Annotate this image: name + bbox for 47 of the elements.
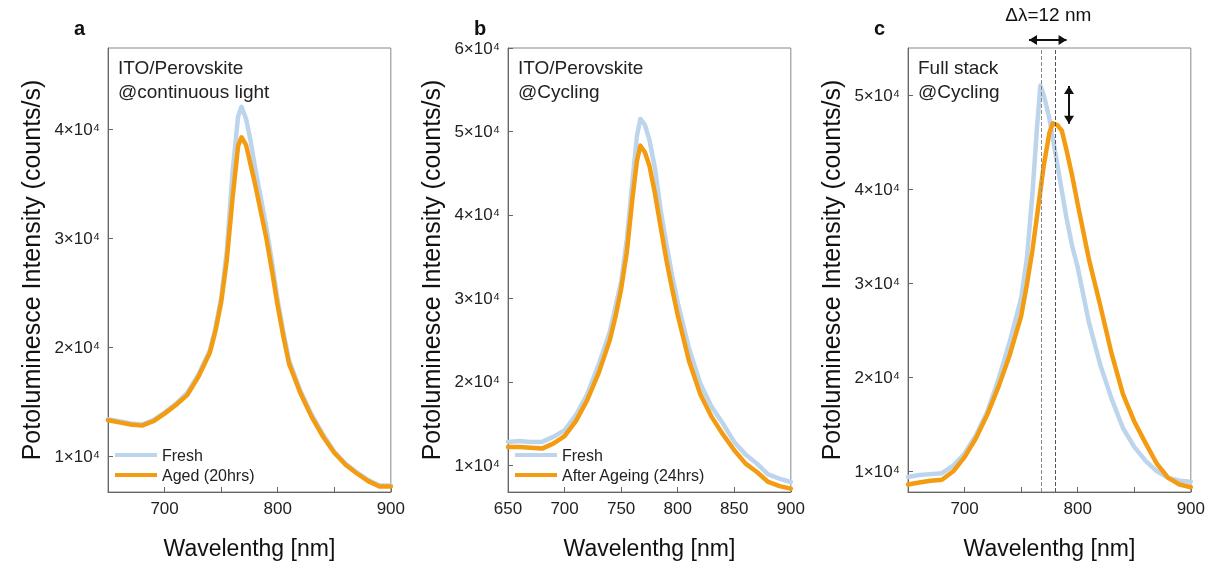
y-tick-label: 4×10⁴ [54,120,100,140]
x-tick-label: 650 [493,499,523,518]
y-axis-title: Potoluminesce Intensity (counts/s) [417,79,445,461]
chart-title: a [74,17,86,39]
annotation: @Cycling [918,81,1000,102]
y-axis-title: Potoluminesce Intensity (counts/s) [817,79,845,461]
legend-label: Fresh [162,446,203,464]
annotation: @continuous light [118,81,271,102]
x-axis-title: Wavelenthg [nm] [963,534,1136,561]
y-tick-label: 5×10⁴ [454,121,500,141]
y-tick-label: 4×10⁴ [454,205,500,225]
y-tick-label: 5×10⁴ [854,85,900,105]
x-tick-label: 900 [1176,499,1206,518]
x-tick-label: 850 [720,499,749,518]
chart-title: b [474,17,487,39]
y-tick-label: 4×10⁴ [854,179,900,199]
x-tick-label: 800 [1063,499,1092,518]
y-tick-label: 3×10⁴ [854,273,900,293]
y-tick-label: 1×10⁴ [54,446,100,466]
annotation: Full stack [918,57,999,78]
x-tick-label: 800 [663,499,692,518]
x-tick-label: 750 [606,499,636,518]
y-tick-label: 2×10⁴ [54,337,100,357]
y-tick-label: 2×10⁴ [854,367,900,387]
legend-label: Aged (20hrs) [162,466,255,484]
y-tick-label: 2×10⁴ [454,372,500,392]
y-tick-label: 3×10⁴ [454,288,500,308]
annotation: ITO/Perovskite [518,57,644,78]
chart-title: c [874,17,886,39]
y-tick-label: 3×10⁴ [54,228,100,248]
annotation: @Cycling [518,81,600,102]
x-tick-label: 800 [263,499,292,518]
x-tick-label: 700 [550,499,579,518]
y-tick-label: 1×10⁴ [454,455,500,475]
y-tick-label: 6×10⁴ [454,38,500,58]
x-tick-label: 700 [950,499,979,518]
x-tick-label: 900 [776,499,806,518]
x-axis-title: Wavelenthg [nm] [563,534,736,561]
text: Δλ=12 nm [1005,4,1092,26]
y-tick-label: 1×10⁴ [854,461,900,481]
annotation: ITO/Perovskite [118,57,244,78]
x-axis-title: Wavelenthg [nm] [163,534,336,561]
x-tick-label: 900 [376,499,406,518]
y-axis-title: Potoluminesce Intensity (counts/s) [17,79,45,461]
legend-label: Fresh [562,446,603,464]
x-tick-label: 700 [150,499,179,518]
legend-label: After Ageing (24hrs) [562,466,705,484]
